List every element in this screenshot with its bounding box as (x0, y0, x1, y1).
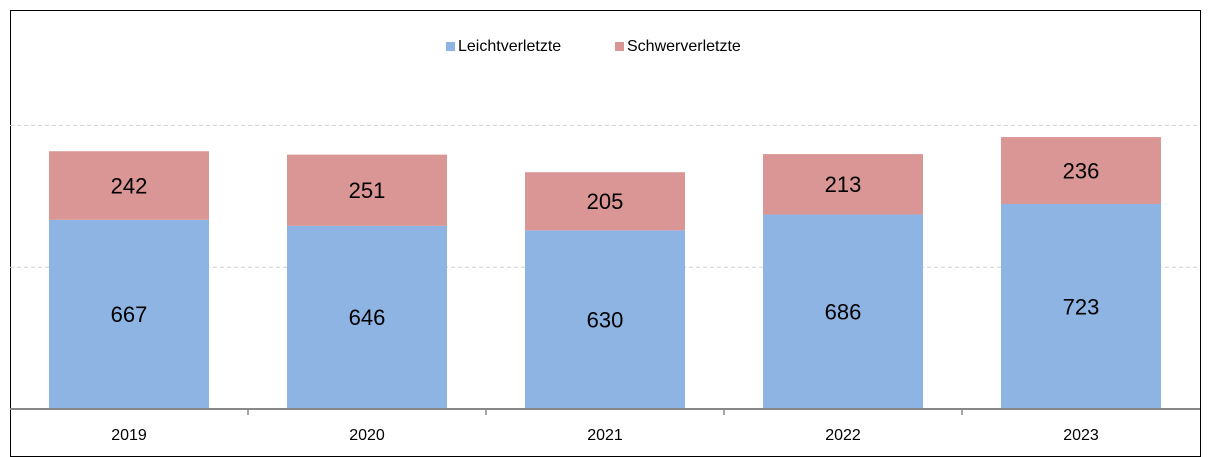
data-label: 686 (825, 300, 862, 325)
bar-segment (1001, 137, 1161, 204)
data-label: 646 (349, 305, 386, 330)
legend-swatch (446, 42, 455, 51)
bar-segment (525, 230, 685, 409)
data-label: 236 (1063, 158, 1100, 183)
data-label: 630 (587, 307, 624, 332)
legend-swatch (615, 42, 624, 51)
bar-segment (49, 219, 209, 409)
x-tick-label: 2022 (825, 427, 861, 444)
data-label: 667 (111, 302, 148, 327)
data-label: 251 (349, 178, 386, 203)
x-tick-label: 2021 (587, 427, 623, 444)
bar-segment (49, 151, 209, 220)
bar-segment (525, 172, 685, 231)
legend-label: Leichtverletzte (458, 38, 561, 55)
x-tick-label: 2020 (349, 427, 385, 444)
data-label: 213 (825, 172, 862, 197)
bar-segment (287, 225, 447, 409)
x-tick-label: 2019 (111, 427, 147, 444)
bar-segment (763, 214, 923, 409)
bar-segment (1001, 203, 1161, 409)
bar-segment (763, 154, 923, 215)
bar-segment (287, 154, 447, 226)
data-label: 723 (1063, 294, 1100, 319)
data-label: 205 (587, 189, 624, 214)
x-tick-label: 2023 (1063, 427, 1099, 444)
legend-label: Schwerverletzte (627, 38, 741, 55)
data-label: 242 (111, 173, 148, 198)
